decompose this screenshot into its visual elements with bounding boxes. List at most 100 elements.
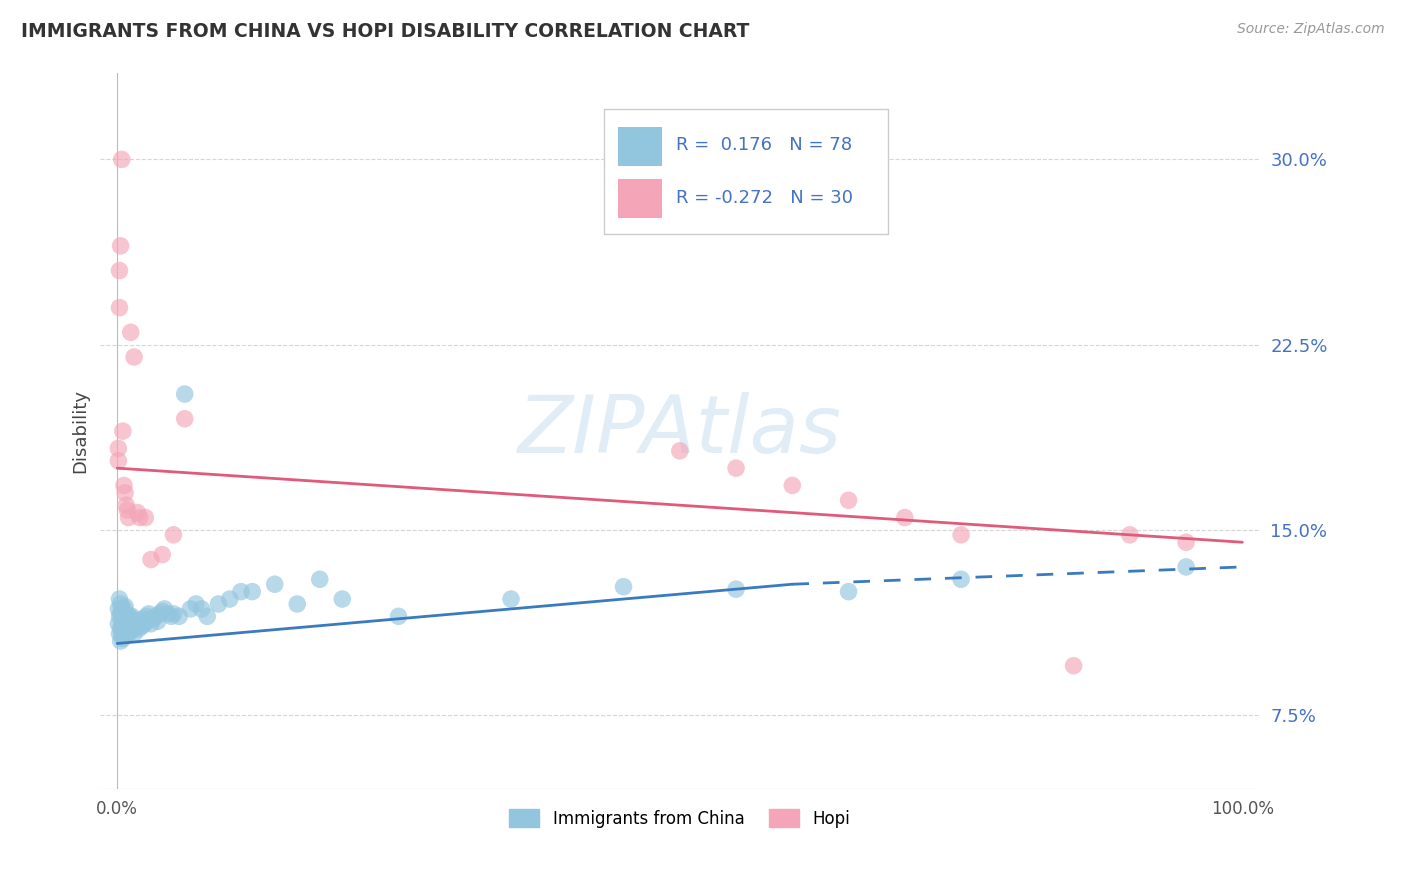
Point <box>117 609 139 624</box>
Point <box>128 510 150 524</box>
Point <box>1175 560 1198 574</box>
Point <box>132 612 155 626</box>
Point <box>128 622 150 636</box>
Point <box>167 609 190 624</box>
Point <box>115 626 138 640</box>
Point <box>112 614 135 628</box>
Point <box>894 510 917 524</box>
Point <box>124 619 146 633</box>
Point <box>108 263 131 277</box>
Point <box>127 616 149 631</box>
Point <box>117 510 139 524</box>
Text: R = -0.272   N = 30: R = -0.272 N = 30 <box>676 189 853 207</box>
Legend: Immigrants from China, Hopi: Immigrants from China, Hopi <box>502 803 858 835</box>
Point <box>114 599 136 614</box>
Point <box>117 614 139 628</box>
Point <box>107 616 129 631</box>
Point <box>121 622 143 636</box>
Point <box>107 454 129 468</box>
Point <box>135 609 157 624</box>
Point <box>115 616 138 631</box>
Point <box>114 622 136 636</box>
Point <box>285 597 308 611</box>
Point <box>229 584 252 599</box>
Point <box>725 461 748 475</box>
Point <box>111 622 134 636</box>
Point <box>114 612 136 626</box>
Point <box>162 528 184 542</box>
Point <box>111 609 134 624</box>
Point <box>122 616 145 631</box>
Point <box>111 632 134 646</box>
Point <box>308 572 330 586</box>
Text: ZIPAtlas: ZIPAtlas <box>517 392 842 470</box>
Point <box>146 614 169 628</box>
Point <box>838 493 860 508</box>
Point <box>190 602 212 616</box>
Text: IMMIGRANTS FROM CHINA VS HOPI DISABILITY CORRELATION CHART: IMMIGRANTS FROM CHINA VS HOPI DISABILITY… <box>21 22 749 41</box>
Point <box>612 580 634 594</box>
Point <box>1119 528 1142 542</box>
Point <box>950 528 973 542</box>
Point <box>117 503 139 517</box>
Point <box>160 609 183 624</box>
Point <box>184 597 207 611</box>
Point <box>110 597 132 611</box>
FancyBboxPatch shape <box>619 127 662 166</box>
Point <box>668 443 690 458</box>
Point <box>118 622 141 636</box>
Point <box>112 478 135 492</box>
Point <box>121 609 143 624</box>
Point <box>110 239 132 253</box>
Point <box>125 614 148 628</box>
Point <box>110 607 132 621</box>
Point <box>108 609 131 624</box>
Point <box>173 411 195 425</box>
Text: Source: ZipAtlas.com: Source: ZipAtlas.com <box>1237 22 1385 37</box>
Point <box>128 614 150 628</box>
Point <box>134 510 156 524</box>
Point <box>950 572 973 586</box>
Point <box>139 616 162 631</box>
Point <box>131 619 153 633</box>
Point <box>122 614 145 628</box>
Point <box>122 350 145 364</box>
Point <box>330 592 353 607</box>
Point <box>142 612 165 626</box>
Point <box>150 604 173 618</box>
Point <box>114 486 136 500</box>
Point <box>110 622 132 636</box>
Point <box>1063 658 1085 673</box>
Point <box>111 602 134 616</box>
Point <box>387 609 409 624</box>
Point <box>108 301 131 315</box>
Point <box>110 634 132 648</box>
Point <box>127 506 149 520</box>
FancyBboxPatch shape <box>619 179 662 219</box>
Point <box>112 602 135 616</box>
Point <box>118 609 141 624</box>
Point <box>156 607 179 621</box>
Point <box>263 577 285 591</box>
Point <box>112 626 135 640</box>
Point <box>108 626 131 640</box>
Point <box>117 626 139 640</box>
Point <box>195 609 218 624</box>
Point <box>240 584 263 599</box>
Point <box>153 602 176 616</box>
Point <box>120 326 142 340</box>
Point <box>111 626 134 640</box>
Point <box>115 498 138 512</box>
Y-axis label: Disability: Disability <box>72 389 89 473</box>
Point <box>134 616 156 631</box>
Point <box>179 602 201 616</box>
Point <box>149 607 172 621</box>
Point <box>122 626 145 640</box>
Point <box>1175 535 1198 549</box>
Point <box>111 424 134 438</box>
FancyBboxPatch shape <box>605 109 889 234</box>
Point <box>108 592 131 607</box>
Point <box>162 607 184 621</box>
Point <box>782 478 804 492</box>
Point <box>150 548 173 562</box>
